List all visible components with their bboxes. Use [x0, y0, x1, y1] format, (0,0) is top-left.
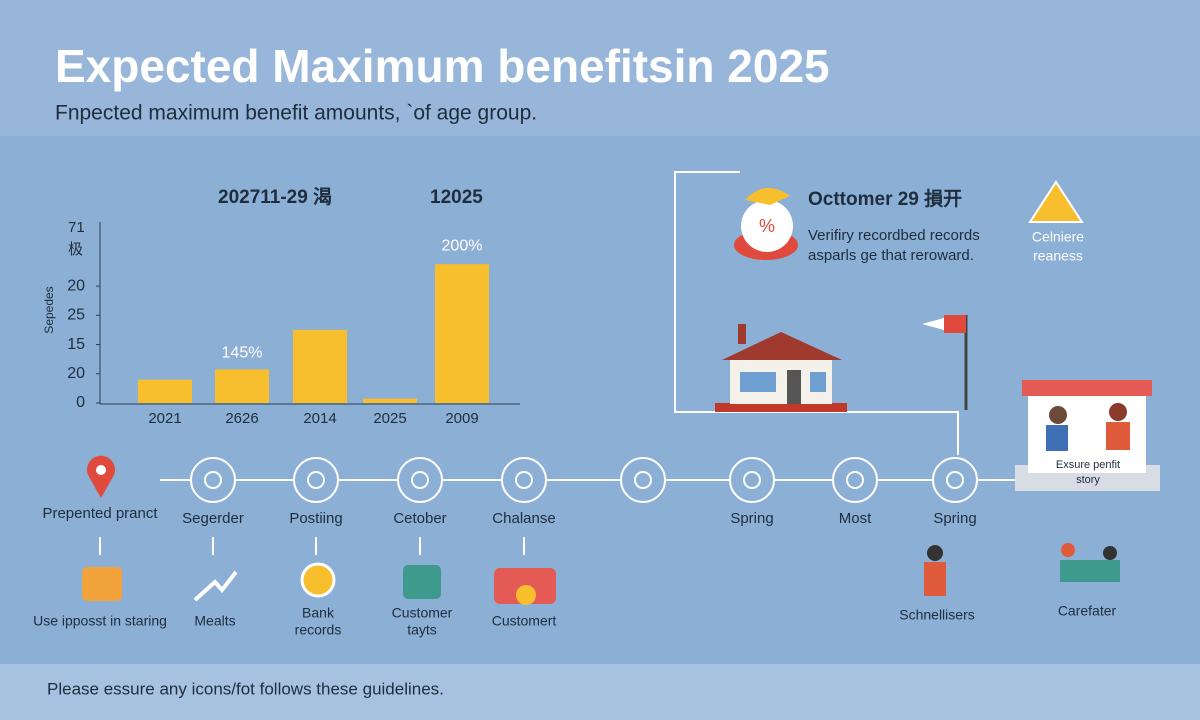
person — [1109, 403, 1127, 421]
x-tick-label: 2626 — [225, 410, 258, 427]
house — [738, 324, 746, 344]
timeline-label: Spring — [933, 510, 976, 527]
footer: Please essure any icons/fot follows thes… — [47, 679, 444, 698]
icon — [745, 187, 790, 205]
house — [787, 370, 801, 404]
timeline-label: Chalanse — [492, 510, 555, 527]
chart-header: 12025 — [430, 187, 483, 208]
footer-band — [0, 664, 1200, 720]
title: Expected Maximum benefitsin 2025 — [55, 40, 830, 92]
person — [924, 562, 946, 596]
alert-text: Celniere — [1032, 229, 1084, 245]
x-tick-label: 2025 — [373, 410, 406, 427]
bar — [138, 379, 192, 403]
shop-awning — [1022, 380, 1152, 396]
icon-symbol: % — [759, 216, 775, 236]
person — [1103, 546, 1117, 560]
node-icon — [946, 471, 964, 489]
house-roof — [722, 332, 842, 360]
pin-icon — [96, 465, 106, 475]
frame-line — [674, 171, 959, 455]
lower-label: Mealts — [194, 613, 235, 629]
person — [927, 545, 943, 561]
flag — [944, 315, 966, 333]
house — [740, 372, 776, 392]
y-top-label: 极 — [68, 241, 83, 258]
y-tick-label: 20 — [67, 365, 85, 382]
alert-text: reaness — [1033, 248, 1083, 264]
timeline-label: Spring — [730, 510, 773, 527]
x-tick-label: 2009 — [445, 410, 478, 427]
timeline-label: Segerder — [182, 510, 244, 527]
y-tick-label: 25 — [67, 307, 85, 324]
icon — [403, 565, 441, 599]
panel-title: Octtomer 29 損开 — [808, 188, 962, 210]
lower-label: Customer — [392, 605, 453, 621]
y-tick-label: 20 — [67, 277, 85, 294]
node-icon — [411, 471, 429, 489]
bar — [215, 369, 269, 403]
x-tick-label: 2014 — [303, 410, 336, 427]
person — [1046, 425, 1068, 451]
house — [810, 372, 826, 392]
lower-label: Schnellisers — [899, 607, 974, 623]
subtitle: Fnpected maximum benefit amounts, `of ag… — [55, 102, 537, 125]
timeline-node — [729, 457, 775, 503]
bar — [435, 264, 489, 403]
pin-icon — [87, 455, 116, 498]
data-label: 200% — [442, 237, 483, 254]
timeline-node — [190, 457, 236, 503]
person — [1061, 543, 1075, 557]
lower-label: Customert — [492, 613, 557, 629]
node-icon — [515, 471, 533, 489]
y-tick-label: 15 — [67, 336, 85, 353]
icon — [300, 562, 336, 598]
person — [1060, 560, 1120, 582]
timeline-node — [293, 457, 339, 503]
icon — [741, 200, 793, 252]
person — [1049, 406, 1067, 424]
bar — [363, 398, 417, 403]
person — [1106, 422, 1130, 450]
timeline-node — [501, 457, 547, 503]
shop-text: story — [1076, 474, 1100, 486]
lower-label: records — [295, 622, 342, 638]
icon — [516, 585, 536, 605]
node-icon — [846, 471, 864, 489]
timeline-label: Postiing — [289, 510, 342, 527]
node-icon — [307, 471, 325, 489]
node-icon — [204, 471, 222, 489]
shop-text: Exsure penfit — [1056, 459, 1120, 471]
node-icon — [743, 471, 761, 489]
timeline-label: Prepented pranct — [42, 505, 158, 522]
x-tick-label: 2021 — [148, 410, 181, 427]
timeline-label: Cetober — [393, 510, 446, 527]
alert-icon — [1028, 180, 1084, 223]
timeline-node — [832, 457, 878, 503]
icon — [82, 567, 122, 601]
house — [715, 403, 847, 412]
timeline-node — [620, 457, 666, 503]
timeline-node — [397, 457, 443, 503]
panel-text: Verifiry recordbed records — [808, 227, 980, 244]
timeline-label: Most — [839, 510, 872, 527]
data-label: 145% — [222, 345, 263, 362]
header-band — [0, 0, 1200, 136]
node-icon — [634, 471, 652, 489]
icon — [193, 570, 238, 602]
panel-text: asparls ge that reroward. — [808, 247, 974, 264]
lower-label: Carefater — [1058, 603, 1117, 619]
timeline-node — [932, 457, 978, 503]
lower-label: Bank — [302, 605, 335, 621]
y-top-label: 71 — [68, 219, 85, 236]
y-tick-label: 0 — [76, 394, 85, 411]
y-axis-label: Sepedes — [42, 286, 56, 333]
chart-header: 202711-29 渴 — [218, 185, 332, 208]
bar — [293, 329, 347, 403]
lower-label: Use ipposst in staring — [33, 613, 167, 629]
flag — [922, 318, 944, 330]
lower-label: tayts — [407, 622, 437, 638]
